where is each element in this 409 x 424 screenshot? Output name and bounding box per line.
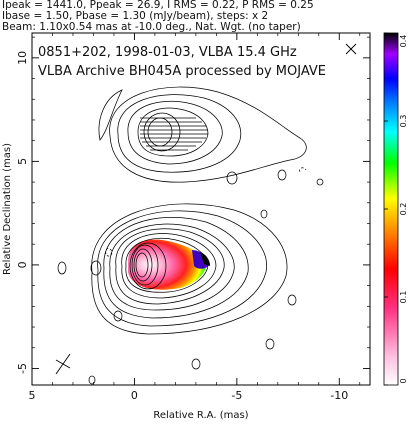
core-contour xyxy=(121,233,217,299)
noise-contour xyxy=(57,261,67,275)
polarization-vectors xyxy=(140,117,208,151)
jet-contour xyxy=(143,112,181,152)
plot-title-line-1: 0851+202, 1998-01-03, VLBA 15.4 GHz xyxy=(38,45,297,60)
core-contour xyxy=(125,237,209,293)
y-tick-label: 0 xyxy=(16,261,29,268)
x-tick-label: 0 xyxy=(131,389,138,402)
corner-marker xyxy=(345,43,357,55)
header-line-3: Beam: 1.10x0.54 mas at -10.0 deg., Nat. … xyxy=(2,21,301,33)
y-tick-label: -5 xyxy=(16,363,29,374)
plot-title-line-2: VLBA Archive BH045A processed by MOJAVE xyxy=(38,64,326,79)
polarization-color-blob xyxy=(128,239,207,290)
beam-marker xyxy=(55,353,71,375)
core-contour xyxy=(133,248,153,282)
noise-contour xyxy=(287,294,297,306)
negative-contour xyxy=(105,248,113,257)
negative-contour xyxy=(299,167,307,173)
jet-contour xyxy=(117,94,242,173)
noise-contour xyxy=(265,338,275,350)
x-axis-ticks: 5 0 -5 -10 xyxy=(29,33,361,402)
noise-contour xyxy=(316,178,324,186)
jet-contour xyxy=(127,100,223,165)
core-contour xyxy=(109,223,235,311)
core-contour xyxy=(97,210,267,327)
core-contour xyxy=(103,216,249,319)
noise-contour xyxy=(90,260,102,276)
colorbar-tick-label: 0.1 xyxy=(399,291,408,304)
x-tick-label: -10 xyxy=(330,389,348,402)
noise-contour xyxy=(98,89,123,141)
jet-contour xyxy=(109,86,307,183)
core-contours xyxy=(91,203,288,335)
header-line-1: Ipeak = 1441.0, Ppeak = 26.9, I RMS = 0.… xyxy=(2,0,314,11)
x-tick-label: 5 xyxy=(29,389,36,402)
noise-contour xyxy=(191,358,201,370)
colorbar-tick-label: 0 xyxy=(399,378,408,383)
noise-contour xyxy=(260,209,268,219)
noise-contour xyxy=(277,169,287,181)
beam-minor-axis xyxy=(55,359,71,369)
colorbar-tick-label: 0.3 xyxy=(399,115,408,128)
noise-contour xyxy=(88,375,96,385)
core-contour xyxy=(131,244,159,286)
y-tick-label: 10 xyxy=(16,51,29,65)
y-axis-label: Relative Declination (mas) xyxy=(2,143,13,275)
colorbar-ticks: 0 0.1 0.2 0.3 0.4 xyxy=(384,32,408,386)
noise-contour xyxy=(226,171,238,185)
core-contour xyxy=(91,203,288,335)
noise-contours xyxy=(57,89,324,385)
header-line-2: Ibase = 1.50, Pbase = 1.30 (mJy/beam), s… xyxy=(2,10,268,22)
y-tick-label: 5 xyxy=(16,158,29,165)
core-contour xyxy=(135,252,149,278)
colorbar-tick-label: 0.4 xyxy=(399,35,408,48)
core-contour xyxy=(115,228,225,305)
y-axis-ticks: -5 0 5 10 xyxy=(16,36,370,374)
colorbar-tick-label: 0.2 xyxy=(399,203,408,216)
map-content xyxy=(55,43,357,385)
noise-contour xyxy=(113,310,123,322)
x-axis-label: Relative R.A. (mas) xyxy=(153,410,248,421)
core-contour xyxy=(129,242,167,290)
x-tick-label: -5 xyxy=(231,389,242,402)
plot-frame xyxy=(31,32,371,386)
